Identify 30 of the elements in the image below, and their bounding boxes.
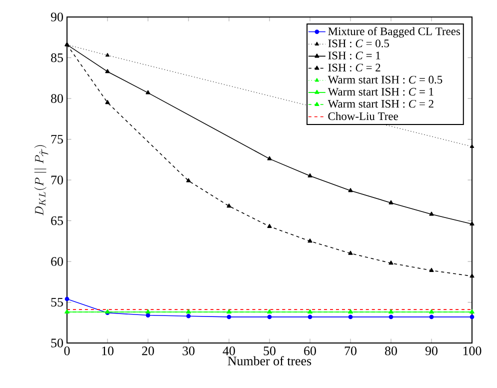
y-tick-label: 80 <box>51 94 63 103</box>
x-tick-label: 70 <box>344 346 356 356</box>
x-axis-title: Number of trees <box>228 356 312 366</box>
x-tick-label: 80 <box>385 346 397 356</box>
x-tick-label: 10 <box>102 346 114 356</box>
x-tick-label: 40 <box>222 346 235 356</box>
legend-label: Warm start ISH : C = 2 <box>328 100 434 108</box>
x-tick-label: 60 <box>304 346 316 356</box>
legend-label: ISH : C = 2 <box>328 64 380 72</box>
y-tick-label: 85 <box>51 53 63 62</box>
legend-label: Warm start ISH : C = 1 <box>328 88 434 96</box>
x-tick-label: 20 <box>142 346 154 356</box>
y-tick-label: 60 <box>51 257 63 266</box>
legend-label: Mixture of Bagged CL Trees <box>328 27 460 38</box>
y-axis-title: $D_{KL}(P\;||\;P_{\hat{\mathcal{T}}})$ <box>34 145 48 216</box>
legend-label: ISH : C = 0.5 <box>328 40 389 48</box>
y-tick-label: 75 <box>51 134 63 144</box>
y-tick-label: 50 <box>51 338 63 348</box>
legend-label: ISH : C = 1 <box>328 52 380 60</box>
legend-label: Chow-Liu Tree <box>328 112 398 120</box>
y-tick-label: 65 <box>51 216 63 226</box>
x-tick-label: 50 <box>264 346 276 356</box>
y-tick-label: 55 <box>51 298 63 307</box>
legend-label: Warm start ISH : C = 0.5 <box>328 76 442 84</box>
x-tick-label: 90 <box>425 346 438 356</box>
y-tick-label: 90 <box>50 12 63 22</box>
x-tick-label: 30 <box>182 346 194 356</box>
x-tick-label: 100 <box>463 346 482 356</box>
y-tick-label: 70 <box>51 176 63 184</box>
x-tick-label: 0 <box>64 346 70 356</box>
